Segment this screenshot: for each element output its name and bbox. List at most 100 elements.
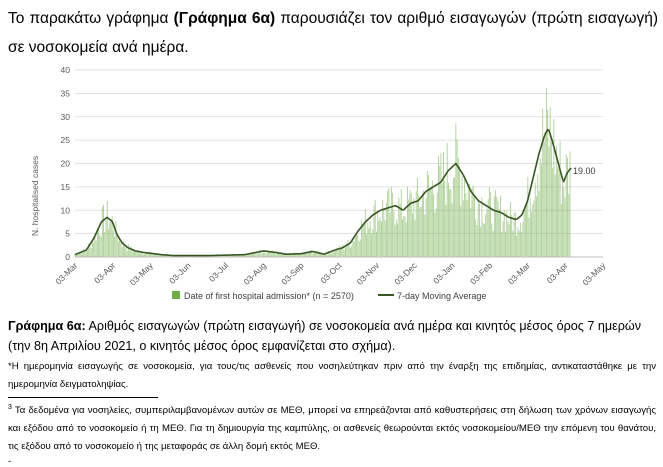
daily-bar (282, 253, 284, 257)
daily-bar (407, 186, 408, 257)
daily-bar (372, 229, 374, 257)
daily-bar (477, 201, 479, 257)
daily-bar (415, 191, 417, 257)
daily-bar (469, 184, 470, 257)
daily-bar (506, 211, 508, 257)
daily-bar (553, 118, 555, 257)
caption-text: Αριθμός εισαγωγών (πρώτη εισαγωγή) σε νο… (8, 319, 642, 353)
daily-bar (398, 197, 400, 257)
daily-bar (467, 184, 469, 257)
daily-bar (222, 255, 224, 257)
daily-bar (483, 223, 485, 257)
footnote: 3 Τα δεδομένα για νοσηλείες, συμπεριλαμβ… (8, 399, 656, 456)
daily-bar (464, 178, 466, 257)
daily-bar (543, 141, 545, 257)
daily-bar (383, 209, 385, 257)
daily-bar (322, 254, 324, 257)
daily-bar (550, 141, 552, 257)
daily-bar (444, 180, 446, 257)
daily-bar (503, 210, 505, 257)
daily-bar (440, 153, 442, 257)
daily-bar (302, 252, 304, 257)
daily-bar (342, 244, 344, 257)
daily-bar (395, 219, 397, 257)
daily-bar (151, 253, 153, 257)
daily-bar (158, 254, 160, 257)
daily-bar (533, 200, 535, 257)
daily-bar (512, 230, 514, 257)
daily-bar (289, 253, 291, 257)
daily-bar (341, 248, 343, 257)
daily-bar (565, 154, 567, 257)
daily-bar (454, 177, 456, 257)
daily-bar (141, 252, 143, 257)
figure-caption: Γράφημα 6α: Αριθμός εισαγωγών (πρώτη εισ… (8, 316, 656, 356)
daily-bar (485, 214, 487, 257)
daily-bar (84, 250, 86, 257)
daily-bar (305, 251, 307, 257)
daily-bar (562, 179, 564, 257)
daily-bar (552, 167, 554, 257)
daily-bar (296, 252, 298, 257)
daily-bar (323, 253, 325, 257)
x-tick-label: 03-Oct (318, 260, 344, 286)
daily-bar (318, 254, 320, 257)
daily-admission-bars (74, 87, 571, 258)
daily-bar (460, 205, 462, 257)
daily-bar (290, 253, 292, 257)
daily-bar (215, 255, 217, 257)
daily-bar (147, 252, 149, 257)
daily-bar (388, 187, 390, 257)
daily-bar (114, 236, 116, 257)
daily-bar (424, 214, 426, 257)
daily-bar (259, 249, 261, 257)
daily-bar (462, 200, 464, 257)
footnote-text: Τα δεδομένα για νοσηλείες, συμπεριλαμβαν… (8, 405, 656, 453)
daily-bar (232, 255, 234, 257)
daily-bar (321, 254, 323, 257)
daily-bar (423, 190, 425, 257)
daily-bar (446, 142, 448, 257)
daily-bar (536, 196, 537, 257)
daily-bar (538, 190, 540, 257)
daily-bar (377, 210, 379, 257)
daily-bar (560, 203, 562, 257)
daily-bar (178, 255, 180, 257)
daily-bar (101, 207, 103, 257)
daily-bar (441, 183, 443, 257)
daily-bar (127, 244, 129, 257)
daily-bar (352, 239, 354, 257)
daily-bar (374, 199, 376, 257)
daily-bar (555, 145, 557, 257)
daily-bar (229, 255, 231, 257)
daily-bar (528, 217, 530, 257)
daily-bar (336, 247, 338, 257)
daily-bar (420, 206, 422, 257)
moving-average-line (74, 128, 572, 257)
x-axis: 03-Mar 03-Apr 03-May 03-Jun 03-Jul 03-Aug 03-S… (53, 256, 608, 287)
daily-bar (266, 250, 268, 257)
daily-bar (153, 253, 155, 257)
intro-paragraph: Το παρακάτω γράφημα (Γράφημα 6α) παρουσι… (8, 4, 658, 62)
daily-bar (373, 205, 375, 257)
daily-bar (511, 214, 513, 257)
daily-bar (326, 254, 328, 257)
daily-bar (202, 255, 204, 257)
daily-bar (310, 249, 312, 257)
daily-bar (93, 243, 95, 257)
daily-bar (447, 182, 449, 257)
daily-bar (508, 224, 510, 257)
daily-bar (410, 192, 412, 257)
daily-bar (361, 220, 363, 257)
daily-bar (144, 254, 145, 257)
daily-bar (402, 219, 403, 257)
daily-bar (445, 205, 447, 257)
daily-bar (509, 201, 511, 257)
daily-bar (486, 209, 488, 257)
daily-bar (491, 223, 493, 257)
daily-bar (274, 252, 276, 257)
daily-bar (518, 230, 520, 257)
daily-bar (306, 251, 308, 257)
x-tick-label: 03-Feb (468, 260, 494, 286)
daily-bar (404, 216, 406, 257)
